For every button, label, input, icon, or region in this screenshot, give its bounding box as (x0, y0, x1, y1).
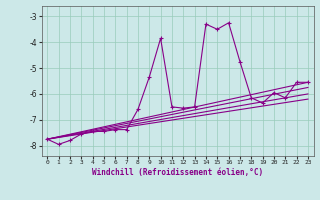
X-axis label: Windchill (Refroidissement éolien,°C): Windchill (Refroidissement éolien,°C) (92, 168, 263, 177)
